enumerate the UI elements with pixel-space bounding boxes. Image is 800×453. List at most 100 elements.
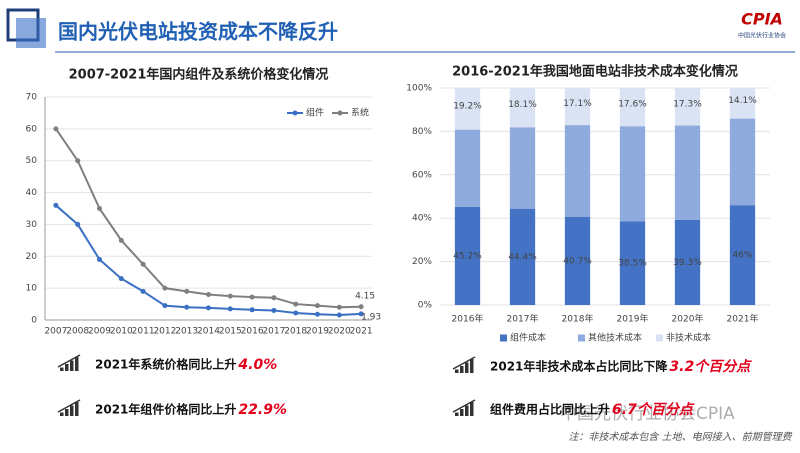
stat-icon: [57, 354, 81, 368]
point: [271, 307, 277, 313]
stat-icon: [455, 369, 459, 373]
point: [227, 293, 233, 299]
point: [140, 261, 146, 267]
point: [336, 304, 342, 310]
point: [162, 285, 168, 291]
chart-title: 2007-2021年国内组件及系统价格变化情况: [69, 67, 329, 83]
x-tick-label: 2017年: [507, 313, 539, 325]
data-label: 18.1%: [508, 100, 537, 110]
data-label: 14.1%: [728, 96, 757, 106]
stat-icon: [455, 412, 459, 416]
stat-text: 组件费用占比同比上升: [490, 402, 610, 417]
bar-segment: [619, 221, 646, 305]
point: [75, 221, 81, 227]
stat-highlight: 3.2个百分点: [669, 358, 752, 375]
stat-icon: [470, 359, 474, 373]
legend-label: 非技术成本: [666, 332, 711, 344]
x-tick-label: 2010: [110, 327, 133, 337]
y-tick-label: 0: [31, 316, 37, 326]
point: [118, 276, 124, 282]
point: [315, 303, 320, 309]
point: [336, 312, 342, 318]
stat-highlight: 22.9%: [238, 402, 287, 418]
bar-segment: [729, 118, 756, 206]
bar-segment: [509, 208, 536, 305]
data-label: 17.3%: [673, 99, 702, 109]
point: [184, 288, 190, 294]
point: [184, 304, 190, 310]
x-tick-label: 2014: [197, 327, 220, 337]
y-tick-label: 60%: [412, 170, 432, 180]
bar-segment: [674, 219, 701, 305]
point: [97, 206, 102, 211]
bar-segment: [509, 88, 536, 128]
bar-segment: [619, 88, 646, 127]
data-label: 39.3%: [673, 258, 702, 268]
point: [249, 294, 255, 300]
x-tick-label: 2011: [132, 327, 155, 337]
data-label: 17.6%: [618, 100, 647, 110]
data-label: 4.15: [355, 291, 375, 301]
stat-icon: [465, 362, 469, 373]
y-tick-label: 0%: [418, 301, 433, 311]
y-tick-label: 60: [26, 124, 38, 134]
data-label: 45.2%: [453, 251, 482, 261]
x-tick-label: 2013: [175, 327, 198, 337]
x-tick-label: 2009: [88, 327, 111, 337]
data-label: 19.2%: [453, 101, 482, 111]
point: [358, 311, 364, 317]
legend-label: 系统: [351, 107, 369, 119]
data-label: 44.4%: [508, 252, 537, 262]
watermark: 中国光伏行业协会CPIA: [560, 404, 735, 424]
bar-segment: [619, 126, 646, 222]
legend-swatch: [337, 110, 343, 116]
bar-segment: [454, 206, 481, 305]
header-icon: [16, 18, 46, 48]
point: [249, 307, 255, 313]
x-tick-label: 2019年: [617, 313, 649, 325]
point: [53, 126, 59, 132]
data-label: 38.5%: [618, 259, 647, 269]
point: [293, 301, 299, 307]
stat-text: 2021年非技术成本占比同比下降: [490, 359, 668, 374]
y-tick-label: 30: [26, 220, 38, 230]
legend-swatch: [500, 334, 507, 342]
x-tick-label: 2020年: [672, 313, 704, 325]
x-tick-label: 2012: [153, 327, 176, 337]
data-label: 1.93: [361, 312, 381, 322]
x-tick-label: 2015: [219, 327, 242, 337]
x-tick-label: 2008: [66, 327, 89, 337]
stat-icon: [70, 405, 74, 416]
bar-segment: [454, 88, 481, 130]
bar-segment: [729, 205, 756, 305]
stat-icon: [60, 412, 64, 416]
legend-swatch: [292, 110, 298, 116]
y-tick-label: 40%: [412, 214, 432, 224]
stat-icon: [60, 367, 64, 371]
bar-segment: [509, 127, 536, 209]
x-tick-label: 2021年: [727, 313, 759, 325]
point: [162, 303, 168, 309]
x-tick-label: 2021: [350, 327, 373, 337]
point: [118, 237, 124, 243]
point: [227, 306, 233, 312]
stat-icon: [65, 364, 69, 371]
y-tick-label: 70: [26, 93, 38, 103]
x-tick-label: 2017: [262, 327, 285, 337]
stat-icon: [65, 409, 69, 416]
point: [140, 288, 146, 294]
x-tick-label: 2020: [328, 327, 351, 337]
bar-segment: [564, 125, 591, 217]
legend-label: 组件成本: [510, 332, 546, 344]
data-label: 17.1%: [563, 99, 592, 109]
y-tick-label: 10: [26, 284, 38, 294]
y-tick-label: 100%: [406, 84, 432, 94]
bar-segment: [564, 88, 591, 126]
data-label: 46%: [732, 251, 752, 261]
footnote: 注：非技术成本包含 土地、电网接入、前期管理费: [568, 431, 792, 443]
stat-icon: [452, 399, 476, 413]
point: [206, 305, 211, 311]
point: [315, 311, 320, 317]
